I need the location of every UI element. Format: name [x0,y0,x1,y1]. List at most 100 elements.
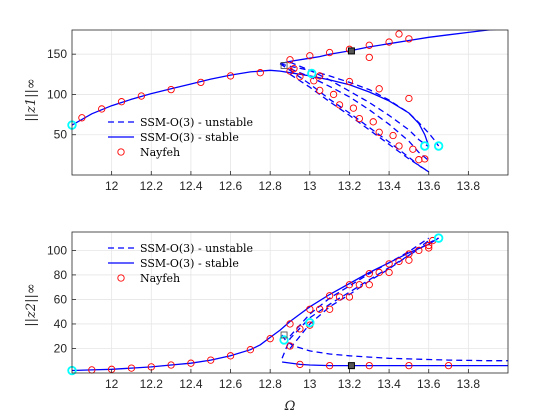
bottom-nayfeh-point [335,293,344,301]
bottom-nayfeh-point [425,241,433,250]
bottom-xtick-label: 13.4 [377,377,401,391]
top-xtick-label: 12.4 [179,179,203,193]
bottom-bifurcation-marker [279,335,289,345]
bottom-axes-box [71,231,509,374]
bottom-nayfeh-point [365,270,373,278]
top-xtick-label: 12 [105,179,119,193]
bottom-special-marker [347,362,355,370]
top-axes-series [72,30,497,173]
top-nayfeh-point [369,118,377,126]
top-nayfeh-point [290,65,298,73]
top-nayfeh-point [415,156,423,164]
top-xtick-label: 13.2 [338,179,362,193]
top-bifurcation-marker [433,141,444,151]
bottom-nayfeh-point [385,260,393,268]
bottom-nayfeh-point [405,256,413,264]
bottom-nayfeh-point [187,359,195,367]
top-nayfeh-point [375,85,383,93]
top-nayfeh-point [296,73,304,81]
top-bifurcation-marker [307,68,317,79]
top-axes-ylabel: ||z1||∞ [24,78,39,121]
bottom-nayfeh-point [425,244,433,252]
top-xtick-label: 13 [303,179,317,193]
bottom-nayfeh-point [325,292,334,300]
top-nayfeh-point [329,90,338,99]
bottom-nayfeh-point [345,281,354,289]
top-special-open-marker [280,61,288,69]
bottom-nayfeh-point [365,361,373,370]
top-axes-legend: SSM-O(3) - unstable SSM-O(3) - stable Nayf… [108,116,253,159]
top-legend-label-unstable: SSM-O(3) - unstable [140,116,253,129]
top-special-marker [347,47,355,55]
bottom-legend-label-stable: SSM-O(3) - stable [140,257,239,270]
bottom-bifurcation-marker [305,318,315,328]
bottom-xtick-label: 13.2 [338,377,362,391]
bottom-ytick-label: 60 [54,292,68,306]
bottom-legend-label-unstable: SSM-O(3) - unstable [140,242,253,255]
top-nayfeh-point [286,67,294,75]
top-nayfeh-point [98,105,106,113]
top-axes-grid [72,30,508,175]
top-nayfeh-point [197,78,205,87]
top-axes: 12 12.2 12.4 12.6 12.8 13 13.2 13.4 13.6 13.8 50 10… [24,29,509,193]
bottom-special-open-marker [280,331,288,339]
bottom-legend-swatch-nayfeh [117,274,125,282]
top-nayfeh-point [349,104,358,112]
bottom-nayfeh-point [286,342,294,350]
bottom-xtick-label: 12.2 [140,377,164,391]
bottom-axes-xlabel: Ω [284,399,296,414]
bottom-xtick-label: 12.6 [219,377,243,391]
bottom-bifurcation-marker [433,233,444,243]
top-ytick-label: 50 [54,128,68,142]
top-ytick-label: 150 [47,47,67,61]
bottom-xtick-label: 12 [105,377,119,391]
bottom-nayfeh-point [325,305,334,313]
top-ssm-unstable-curve [289,68,430,162]
bottom-nayfeh-point [316,305,324,313]
bottom-nayfeh-point [375,268,383,277]
bottom-xtick-label: 12.8 [259,377,283,391]
top-nayfeh-point [385,38,393,46]
top-legend-label-stable: SSM-O(3) - stable [140,131,239,144]
bottom-ytick-label: 40 [54,317,68,331]
bottom-nayfeh-point [385,268,393,277]
top-nayfeh-point [286,56,294,64]
top-ssm-stable-curve [279,30,497,65]
top-nayfeh-point [345,77,354,86]
bottom-nayfeh-point [296,325,304,333]
top-nayfeh-point [335,101,344,109]
top-axes-markers [67,30,444,164]
bottom-axes-legend: SSM-O(3) - unstable SSM-O(3) - stable Nayf… [108,242,253,285]
top-nayfeh-point [226,72,235,80]
top-ssm-stable-curve [72,69,430,147]
top-nayfeh-point [365,53,373,62]
bottom-axes: 12 12.2 12.4 12.6 12.8 13 13.2 13.4 13.6 13.8 20 40… [24,231,509,414]
top-nayfeh-point [355,114,364,123]
bottom-nayfeh-point [127,364,136,372]
top-xtick-label: 12.8 [259,179,283,193]
top-nayfeh-point [395,142,403,150]
bottom-ytick-label: 80 [54,268,68,282]
bottom-nayfeh-point [444,361,453,370]
bottom-nayfeh-point [405,361,413,370]
top-xtick-label: 13.8 [457,179,481,193]
top-ssm-unstable-curve [279,63,430,173]
top-axes-box [71,29,509,176]
bottom-nayfeh-point [395,257,403,266]
bottom-xtick-label: 13.8 [457,377,481,391]
bottom-ssm-unstable-curve [281,237,439,359]
bottom-ytick-label: 20 [54,341,68,355]
bottom-nayfeh-point [167,361,175,369]
top-nayfeh-point [256,69,264,77]
top-nayfeh-point [395,30,403,38]
top-ssm-unstable-curve [289,73,430,173]
top-nayfeh-point [409,145,417,153]
bottom-nayfeh-point [296,360,304,369]
top-legend-swatch-nayfeh [117,148,125,156]
bottom-nayfeh-point [325,361,334,370]
bottom-ssm-unstable-curve [281,334,508,362]
bottom-legend-label-nayfeh: Nayfeh [140,272,180,285]
bottom-nayfeh-point [266,335,274,343]
